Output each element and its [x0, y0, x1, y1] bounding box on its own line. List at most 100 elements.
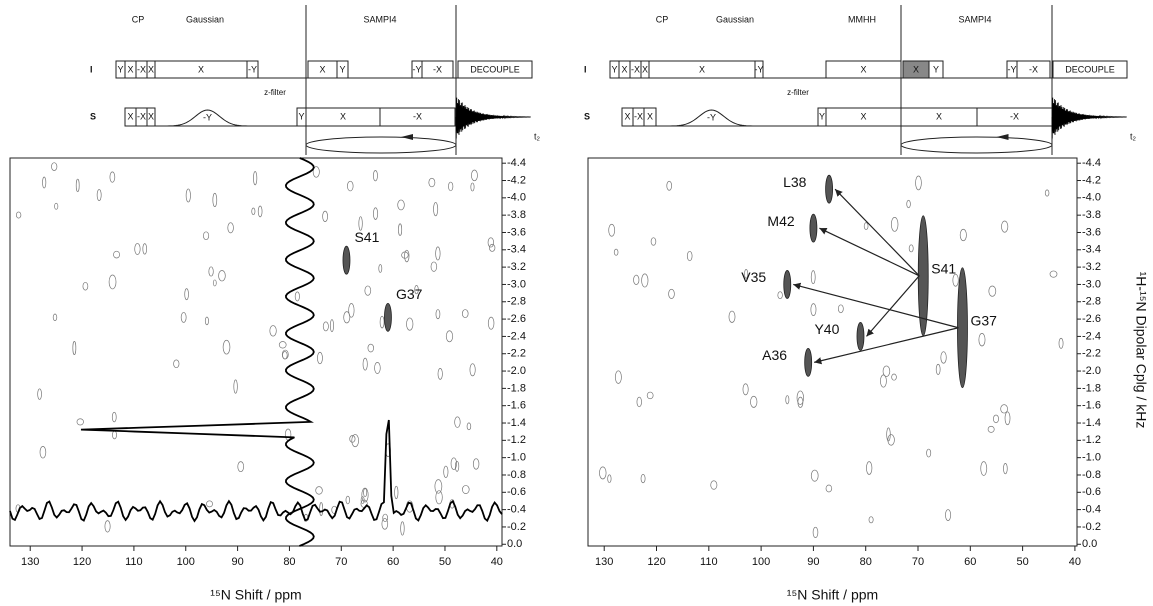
section-label: SAMPI4	[958, 14, 991, 24]
channel-label: I	[90, 64, 93, 74]
noise-contour	[173, 359, 180, 369]
noise-contour	[886, 427, 891, 442]
noise-contour	[108, 274, 117, 290]
noise-contour	[227, 222, 234, 234]
noise-contour	[319, 502, 324, 516]
pulse-label: X	[340, 111, 346, 121]
noise-contour	[312, 166, 320, 178]
noise-contour	[435, 490, 443, 505]
noise-contour	[401, 251, 409, 259]
noise-contour	[469, 363, 476, 377]
x-tick-label: 90	[807, 556, 819, 568]
noise-contour	[988, 285, 997, 297]
noise-contour	[608, 223, 616, 237]
pulse-block	[379, 107, 456, 127]
y-tick-label: -2.6	[507, 313, 526, 325]
plot-frame	[9, 157, 503, 547]
noise-contour	[1003, 462, 1008, 475]
noise-contour	[863, 222, 869, 230]
y-tick-label: -2.2	[1082, 348, 1101, 360]
x-tick-label: 70	[912, 556, 924, 568]
noise-contour	[400, 521, 405, 536]
noise-contour	[378, 264, 383, 273]
y-tick-label: -0.6	[507, 486, 526, 498]
pulse-block	[421, 60, 454, 79]
noise-contour	[362, 357, 368, 371]
noise-contour	[466, 422, 472, 431]
peak-label: M42	[767, 213, 794, 229]
pulse-label: -X	[1010, 111, 1019, 121]
noise-contour	[987, 425, 995, 433]
peak-label: S41	[354, 229, 379, 245]
noise-contour	[750, 395, 758, 408]
x-tick-label: 120	[647, 556, 665, 568]
y-tick-label: -4.4	[507, 157, 526, 169]
noise-contour	[666, 180, 673, 191]
projection-trace	[80, 157, 315, 547]
pulse-label: X	[198, 64, 204, 74]
y-tick-label: -2.0	[507, 365, 526, 377]
x-tick-label: 100	[752, 556, 770, 568]
x-tick-label: 130	[21, 556, 39, 568]
noise-contour	[454, 460, 460, 472]
pulse-label: -X	[634, 111, 643, 121]
pulse-label: X	[127, 111, 133, 121]
y-tick-label: -3.2	[1082, 261, 1101, 273]
plot-frame	[587, 157, 1078, 547]
pulse-block	[754, 60, 764, 79]
pulse-label: DECOUPLE	[1065, 64, 1115, 74]
pulse-block	[336, 60, 349, 79]
pulse-label: X	[936, 111, 942, 121]
noise-contour	[940, 351, 947, 364]
noise-contour	[437, 368, 443, 380]
section-label: SAMPI4	[363, 14, 396, 24]
y-tick-label: -3.0	[507, 278, 526, 290]
noise-contour	[1049, 270, 1058, 278]
noise-contour	[454, 416, 461, 428]
arrow	[793, 282, 959, 329]
x-tick-label: 50	[1016, 556, 1028, 568]
y-tick-label: 0.0	[1082, 538, 1097, 550]
y-tick-label: -1.8	[507, 382, 526, 394]
pulse-label: -X	[137, 111, 146, 121]
noise-contour	[640, 474, 646, 484]
noise-contour	[394, 485, 399, 500]
z-filter: z-filter	[264, 88, 286, 97]
noise-contour	[744, 269, 749, 279]
loop-arrow	[996, 134, 1009, 140]
x-tick-label: 40	[491, 556, 503, 568]
y-tick-label: -3.4	[507, 244, 526, 256]
noise-contour	[257, 205, 263, 218]
noise-contour	[1000, 404, 1008, 414]
pulse-label: X	[699, 64, 705, 74]
pulse-label: X	[860, 64, 866, 74]
noise-contour	[796, 390, 804, 405]
arrow	[866, 275, 920, 337]
noise-contour	[184, 288, 189, 301]
pulse-label: -X	[1029, 64, 1038, 74]
noise-contour	[443, 465, 449, 478]
noise-contour	[222, 339, 231, 355]
noise-contour	[37, 388, 42, 400]
noise-contour	[472, 458, 480, 470]
y-tick-label: -4.2	[1082, 174, 1101, 186]
noise-contour	[448, 181, 454, 192]
peak-label: A36	[762, 347, 787, 363]
noise-contour	[686, 250, 693, 262]
y-tick-label: -2.4	[1082, 330, 1101, 342]
noise-contour	[406, 317, 414, 331]
noise-contour	[866, 461, 873, 475]
section-label: Gaussian	[716, 14, 754, 24]
noise-contour	[668, 288, 675, 299]
peak-label: S41	[931, 260, 956, 276]
pulse-block	[1016, 60, 1051, 79]
noise-contour	[993, 414, 999, 424]
noise-contour	[345, 495, 350, 505]
noise-contour	[112, 430, 117, 440]
peak	[384, 302, 392, 332]
y-tick-label: -4.0	[507, 192, 526, 204]
noise-contour	[42, 176, 47, 189]
noise-contour	[462, 485, 470, 495]
